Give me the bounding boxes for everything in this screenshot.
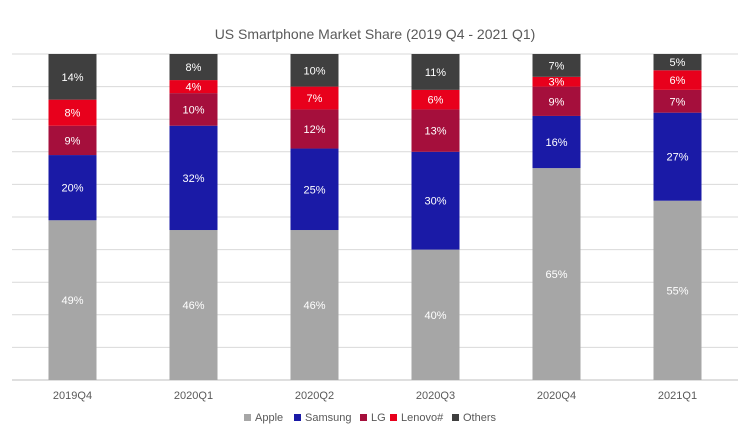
bars: [48, 54, 702, 380]
bar-segment-lg-2021Q1: [653, 89, 702, 113]
data-label: 32%: [182, 173, 204, 185]
bar-segment-apple-2019Q4: [48, 220, 97, 380]
data-label: 7%: [307, 93, 323, 105]
data-label: 10%: [182, 104, 204, 116]
x-tick-label: 2019Q4: [53, 390, 92, 402]
data-label: 27%: [666, 152, 688, 164]
legend-label: Apple: [255, 412, 283, 424]
data-label: 46%: [182, 300, 204, 312]
data-label: 5%: [670, 57, 686, 69]
data-label: 7%: [549, 60, 565, 72]
data-label: 6%: [670, 75, 686, 87]
bar-segment-lenovo-2020Q4: [532, 76, 581, 87]
data-label: 6%: [428, 95, 444, 107]
data-label: 65%: [545, 269, 567, 281]
legend-label: Others: [463, 412, 497, 424]
data-label: 10%: [303, 65, 325, 77]
bar-segment-apple-2021Q1: [653, 200, 702, 380]
bar-segment-others-2020Q3: [411, 54, 460, 90]
data-label: 40%: [424, 310, 446, 322]
bar-segment-lenovo-2020Q3: [411, 89, 460, 110]
bar-segment-apple-2020Q3: [411, 249, 460, 380]
data-label: 9%: [65, 135, 81, 147]
data-label: 12%: [303, 124, 325, 136]
bar-segment-samsung-2019Q4: [48, 155, 97, 221]
bar-segment-samsung-2020Q4: [532, 115, 581, 169]
data-label: 14%: [61, 72, 83, 84]
bar-segment-lenovo-2020Q2: [290, 86, 339, 110]
data-label: 13%: [424, 126, 446, 138]
legend: Apple Samsung LG Lenovo# Others: [244, 412, 497, 424]
bar-segment-others-2021Q1: [653, 54, 702, 71]
data-label: 8%: [186, 62, 202, 74]
bar-segment-others-2020Q1: [169, 54, 218, 81]
bar-segment-samsung-2021Q1: [653, 112, 702, 201]
data-label: 3%: [549, 77, 565, 89]
bar-segment-lenovo-2021Q1: [653, 70, 702, 90]
data-label: 7%: [670, 96, 686, 108]
data-label: 30%: [424, 196, 446, 208]
bar-segment-apple-2020Q2: [290, 230, 339, 380]
x-tick-label: 2021Q1: [658, 390, 697, 402]
data-label: 8%: [65, 108, 81, 120]
data-label: 9%: [549, 96, 565, 108]
bar-segment-apple-2020Q1: [169, 230, 218, 380]
bar-segment-apple-2020Q4: [532, 168, 581, 380]
data-label: 4%: [186, 82, 202, 94]
x-tick-label: 2020Q4: [537, 390, 576, 402]
gridlines: [12, 53, 738, 381]
legend-swatch: [360, 414, 367, 421]
bar-segment-others-2020Q2: [290, 54, 339, 87]
bar-segment-others-2019Q4: [48, 54, 97, 100]
data-label: 49%: [61, 295, 83, 307]
chart-title: US Smartphone Market Share (2019 Q4 - 20…: [215, 26, 536, 42]
bar-segment-samsung-2020Q3: [411, 151, 460, 250]
bar-segment-lg-2020Q4: [532, 86, 581, 116]
x-tick-label: 2020Q1: [174, 390, 213, 402]
bar-segment-lg-2020Q2: [290, 109, 339, 149]
bar-segment-samsung-2020Q1: [169, 125, 218, 231]
legend-swatch: [390, 414, 397, 421]
legend-label: LG: [371, 412, 386, 424]
bar-segment-others-2020Q4: [532, 54, 581, 77]
bar-segment-lenovo-2019Q4: [48, 99, 97, 126]
legend-swatch: [244, 414, 251, 421]
legend-swatch: [294, 414, 301, 421]
x-tick-label: 2020Q2: [295, 390, 334, 402]
bar-segment-lenovo-2020Q1: [169, 80, 218, 94]
x-axis-ticks: 2019Q4 2020Q1 2020Q2 2020Q3 2020Q4 2021Q1: [53, 390, 697, 402]
data-label: 25%: [303, 184, 325, 196]
data-labels: 49% 20% 9% 8% 14% 46% 32% 10% 4% 8% 46% 25% 12% 7% 10%…: [61, 57, 688, 322]
bar-segment-samsung-2020Q2: [290, 148, 339, 231]
data-label: 55%: [666, 285, 688, 297]
legend-label: Samsung: [305, 412, 351, 424]
data-label: 20%: [61, 183, 83, 195]
legend-swatch: [452, 414, 459, 421]
legend-label: Lenovo#: [401, 412, 444, 424]
data-label: 46%: [303, 300, 325, 312]
data-label: 11%: [425, 67, 446, 79]
x-tick-label: 2020Q3: [416, 390, 455, 402]
bar-segment-lg-2020Q1: [169, 93, 218, 126]
bar-segment-lg-2020Q3: [411, 109, 460, 152]
bar-segment-lg-2019Q4: [48, 125, 97, 156]
data-label: 16%: [545, 137, 567, 149]
